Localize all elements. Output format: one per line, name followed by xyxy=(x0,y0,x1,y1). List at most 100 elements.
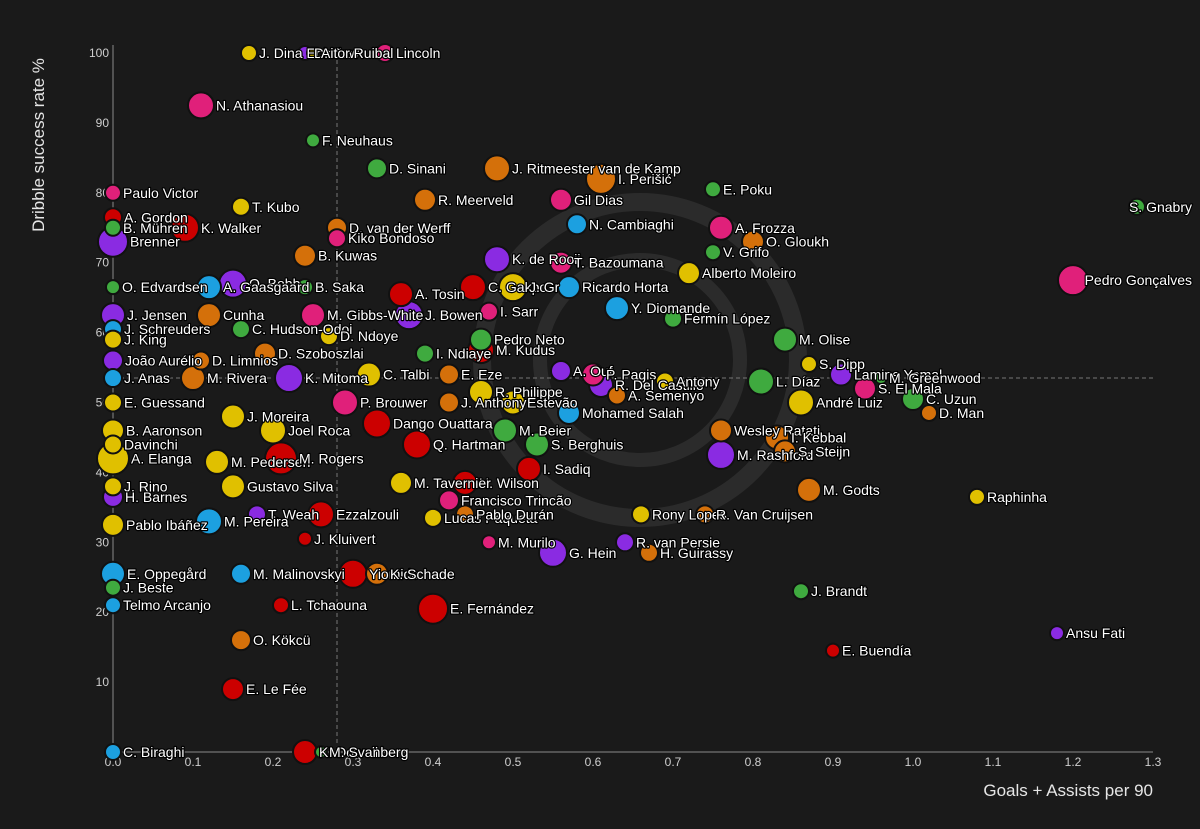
data-point[interactable] xyxy=(102,349,124,372)
data-point[interactable] xyxy=(639,542,659,563)
data-point[interactable] xyxy=(901,387,925,412)
data-point[interactable] xyxy=(677,261,701,286)
data-point[interactable] xyxy=(695,504,715,525)
data-point[interactable] xyxy=(492,417,518,444)
data-point[interactable] xyxy=(366,157,388,180)
data-point[interactable] xyxy=(300,302,326,329)
data-point[interactable] xyxy=(231,196,251,217)
data-point[interactable] xyxy=(607,385,627,406)
data-point[interactable] xyxy=(104,578,122,597)
data-point[interactable] xyxy=(220,473,246,500)
data-point[interactable] xyxy=(375,43,395,63)
data-point[interactable] xyxy=(319,326,339,347)
data-point[interactable] xyxy=(230,562,252,585)
data-point[interactable] xyxy=(498,272,528,303)
data-point[interactable] xyxy=(103,392,123,413)
data-point[interactable] xyxy=(585,162,617,195)
data-point[interactable] xyxy=(292,739,318,765)
data-point[interactable] xyxy=(1128,197,1146,216)
data-point[interactable] xyxy=(747,367,775,396)
data-point[interactable] xyxy=(581,362,605,387)
data-point[interactable] xyxy=(253,341,277,366)
data-point[interactable] xyxy=(709,418,733,443)
data-point[interactable] xyxy=(170,212,200,243)
data-point[interactable] xyxy=(479,301,499,322)
data-point[interactable] xyxy=(195,507,223,536)
data-point[interactable] xyxy=(293,243,317,268)
data-point[interactable] xyxy=(452,469,478,496)
data-point[interactable] xyxy=(423,507,443,528)
data-point[interactable] xyxy=(1049,625,1065,642)
data-point[interactable] xyxy=(874,371,888,386)
data-point[interactable] xyxy=(549,187,573,212)
data-point[interactable] xyxy=(221,677,245,702)
data-point[interactable] xyxy=(524,431,550,458)
data-point[interactable] xyxy=(631,504,651,525)
data-point[interactable] xyxy=(104,183,122,202)
data-point[interactable] xyxy=(772,326,798,353)
data-point[interactable] xyxy=(296,278,314,297)
data-point[interactable] xyxy=(191,350,211,371)
data-point[interactable] xyxy=(105,279,121,296)
data-point[interactable] xyxy=(204,448,230,475)
data-point[interactable] xyxy=(704,180,722,199)
data-point[interactable] xyxy=(550,360,572,383)
data-point[interactable] xyxy=(538,537,568,568)
data-point[interactable] xyxy=(787,388,815,417)
data-point[interactable] xyxy=(196,302,222,329)
data-point[interactable] xyxy=(196,274,222,301)
data-point[interactable] xyxy=(792,582,810,601)
data-point[interactable] xyxy=(103,368,123,389)
data-point[interactable] xyxy=(968,487,986,506)
data-point[interactable] xyxy=(655,371,675,392)
data-point[interactable] xyxy=(469,327,493,352)
data-point[interactable] xyxy=(230,629,252,652)
data-point[interactable] xyxy=(516,455,542,482)
data-point[interactable] xyxy=(413,187,437,212)
data-point[interactable] xyxy=(708,214,734,241)
data-point[interactable] xyxy=(331,388,359,417)
data-point[interactable] xyxy=(103,434,123,455)
data-point[interactable] xyxy=(459,273,487,302)
data-point[interactable] xyxy=(1057,264,1089,297)
data-point[interactable] xyxy=(483,154,511,183)
data-point[interactable] xyxy=(741,229,765,254)
data-point[interactable] xyxy=(402,429,432,460)
data-point[interactable] xyxy=(306,46,320,60)
data-point[interactable] xyxy=(305,132,321,149)
data-point[interactable] xyxy=(704,243,722,262)
data-point[interactable] xyxy=(825,642,841,659)
data-point[interactable] xyxy=(483,245,511,274)
data-point[interactable] xyxy=(773,439,797,464)
data-point[interactable] xyxy=(796,476,822,503)
data-point[interactable] xyxy=(389,470,413,495)
data-point[interactable] xyxy=(259,416,287,445)
data-point[interactable] xyxy=(307,500,335,529)
data-point[interactable] xyxy=(455,504,475,525)
data-point[interactable] xyxy=(604,295,630,322)
data-point[interactable] xyxy=(557,275,581,300)
data-point[interactable] xyxy=(566,213,588,236)
data-point[interactable] xyxy=(240,44,258,62)
data-point[interactable] xyxy=(388,281,414,308)
data-point[interactable] xyxy=(706,439,736,470)
data-point[interactable] xyxy=(274,363,304,394)
data-point[interactable] xyxy=(365,561,389,586)
data-point[interactable] xyxy=(615,532,635,553)
data-point[interactable] xyxy=(103,329,123,350)
data-point[interactable] xyxy=(438,363,460,386)
data-point[interactable] xyxy=(327,228,347,249)
data-point[interactable] xyxy=(800,355,818,374)
data-point[interactable] xyxy=(417,592,449,625)
data-point[interactable] xyxy=(104,596,122,615)
data-point[interactable] xyxy=(557,400,581,425)
data-point[interactable] xyxy=(247,504,267,525)
data-point[interactable] xyxy=(549,250,573,275)
data-point[interactable] xyxy=(264,441,298,476)
data-point[interactable] xyxy=(104,743,122,761)
data-point[interactable] xyxy=(468,379,494,406)
data-point[interactable] xyxy=(415,343,435,364)
data-point[interactable] xyxy=(481,534,497,551)
data-point[interactable] xyxy=(362,408,392,439)
data-point[interactable] xyxy=(920,403,938,422)
